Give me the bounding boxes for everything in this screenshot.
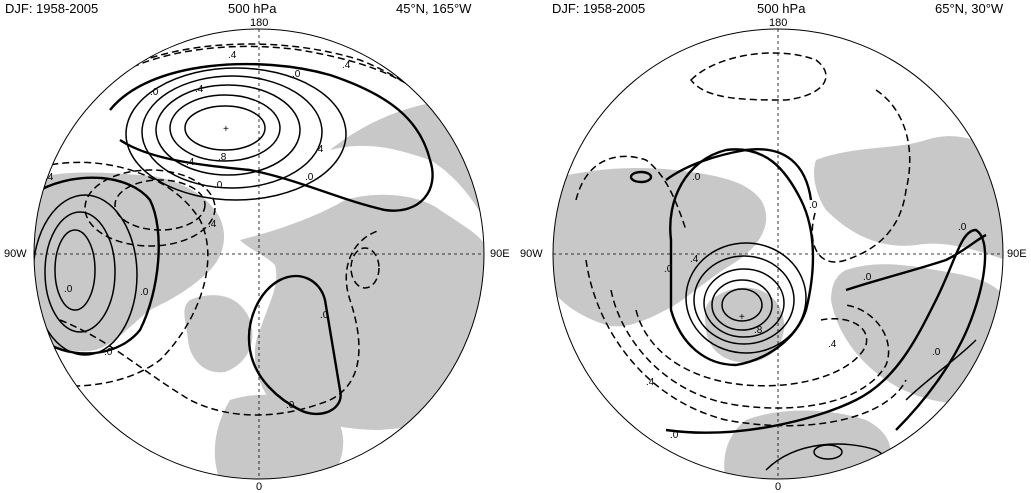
zero-contour <box>629 170 653 184</box>
zero-contour <box>669 148 815 367</box>
positive-contour <box>184 105 266 151</box>
contour-label: .0 <box>140 287 149 298</box>
contour-label: .4 <box>195 84 204 95</box>
positive-contour <box>813 444 843 460</box>
africa-landmass <box>724 410 891 479</box>
positive-contour <box>711 279 773 331</box>
zero-contour <box>109 62 434 212</box>
lon-label-bottom: 0 <box>256 481 263 493</box>
lon-label-top: 180 <box>250 17 269 29</box>
zero-contour <box>247 274 342 416</box>
contour-label: .0 <box>286 400 295 411</box>
negative-contour <box>44 211 116 333</box>
contour-label: .4 <box>186 157 195 168</box>
map-border <box>552 28 1004 480</box>
contour-label: .4 <box>45 172 54 183</box>
season-label: DJF: 1958-2005 <box>5 1 99 16</box>
negative-contour <box>585 259 907 427</box>
lon-label-left: 90W <box>4 248 27 260</box>
lon-label-right: 90E <box>1007 248 1027 260</box>
africa-landmass <box>214 394 344 479</box>
contour-label: .0 <box>932 347 941 358</box>
center-marker: + <box>223 124 229 135</box>
map-panel-left: DJF: 1958-2005 500 hPa 45°N, 165°W <box>0 0 515 493</box>
contour-label: .0 <box>104 347 113 358</box>
lon-label-left: 90W <box>520 248 543 260</box>
negative-contour <box>54 229 96 311</box>
land-masses <box>553 136 1003 479</box>
positive-contour <box>693 255 795 345</box>
polar-map: + .4 .0 .4 .0 .4 .8 .4 .0 .0 .4 .4 .4 .0… <box>33 28 485 480</box>
contour-label: .0 <box>958 222 967 233</box>
positive-contour <box>905 339 977 401</box>
north-america-landmass <box>553 168 767 327</box>
contour-label: .0 <box>64 284 73 295</box>
map-border <box>33 28 485 480</box>
map-area: + <box>553 29 1003 479</box>
contour-label: .0 <box>214 180 223 191</box>
contour-label: .0 <box>863 272 872 283</box>
contour-lines <box>575 52 987 479</box>
center-marker: + <box>739 312 745 323</box>
negative-contour <box>114 179 206 231</box>
lon-label-top: 180 <box>769 17 788 29</box>
contour-label: .0 <box>150 87 159 98</box>
map-panel-right: DJF: 1958-2005 500 hPa 65°N, 30°W <box>516 0 1031 493</box>
negative-contour <box>811 89 911 263</box>
positive-contour <box>169 94 281 162</box>
positive-contour <box>141 75 323 189</box>
greenland-landmass <box>704 287 785 363</box>
zero-contour <box>665 228 987 434</box>
contour-label: .0 <box>320 310 329 321</box>
polar-map: + .0 .0 .4 .0 .8 .0 .0 .4 .4 .0 .0 <box>552 28 1004 480</box>
contour-label: .0 <box>305 172 314 183</box>
contour-label: .4 <box>646 377 655 388</box>
lon-label-right: 90E <box>490 248 510 260</box>
base-point-label: 65°N, 30°W <box>935 1 1004 16</box>
negative-contour <box>84 169 216 247</box>
contour-value-labels: .0 .0 .4 .0 .8 .0 .0 .4 .4 .0 .0 <box>646 172 967 441</box>
season-label: DJF: 1958-2005 <box>552 1 646 16</box>
negative-contour <box>94 45 431 101</box>
contour-label: .4 <box>828 339 837 350</box>
contour-label: .4 <box>228 50 237 61</box>
zero-contour <box>845 233 987 292</box>
contour-label: .0 <box>292 69 301 80</box>
negative-contour <box>34 161 209 387</box>
north-america-landmass <box>34 172 225 352</box>
land-masses <box>34 99 484 479</box>
lon-label-bottom: 0 <box>775 481 782 493</box>
contour-lines <box>34 43 461 416</box>
contour-label: .4 <box>208 219 217 230</box>
positive-contour <box>685 242 807 354</box>
level-label: 500 hPa <box>757 1 806 16</box>
contour-label: .0 <box>670 430 679 441</box>
contour-label: .4 <box>342 60 351 71</box>
zero-contour <box>665 148 813 201</box>
zero-contour <box>39 176 160 355</box>
contour-label: .0 <box>664 264 673 275</box>
greenland-landmass <box>184 295 253 373</box>
negative-contour <box>575 155 687 231</box>
contour-label: .4 <box>315 144 324 155</box>
contour-label: .0 <box>692 172 701 183</box>
negative-contour <box>635 309 868 387</box>
negative-contour <box>350 247 380 289</box>
contour-label: .8 <box>218 152 227 163</box>
positive-contour <box>721 288 763 322</box>
contour-value-labels: .4 .0 .4 .0 .4 .8 .4 .0 .0 .4 .4 .4 .0 .… <box>45 50 351 411</box>
negative-contour <box>59 229 381 416</box>
contour-label: .4 <box>690 254 699 265</box>
contour-label: .8 <box>754 325 763 336</box>
positive-contour <box>155 84 301 176</box>
positive-contour <box>703 268 785 338</box>
asia-landmass <box>814 136 1003 260</box>
contour-label: .0 <box>809 200 818 211</box>
positive-contour <box>125 67 347 201</box>
negative-contour <box>34 194 138 356</box>
negative-contour <box>690 52 827 101</box>
base-point-label: 45°N, 165°W <box>396 1 472 16</box>
eurasia-landmass <box>240 194 484 430</box>
level-label: 500 hPa <box>228 1 277 16</box>
